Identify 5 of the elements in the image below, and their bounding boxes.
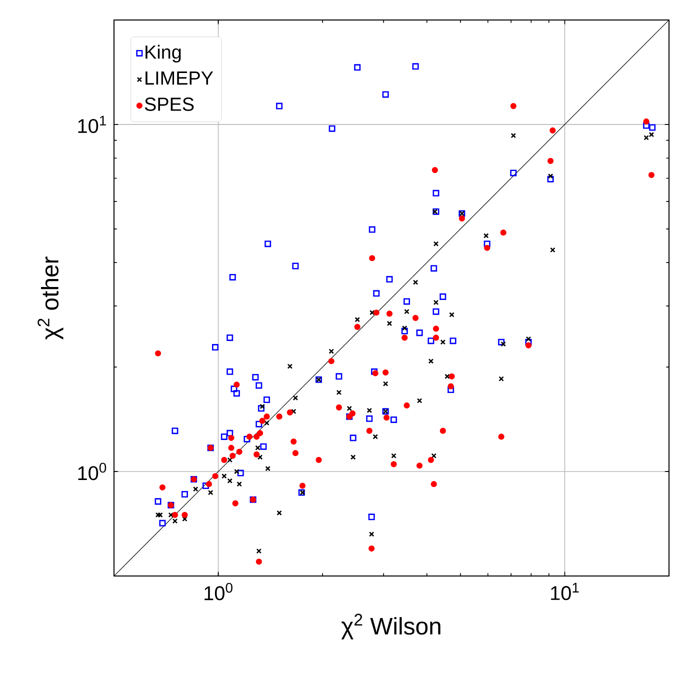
legend-label: SPES [144,98,194,111]
x-axis-title: χ$^{2}$ Wilson [341,614,440,640]
legend-label: LIMEPY [146,72,214,85]
legend-label: King [146,44,181,63]
y-axis-title: χ$^{2}$ other [38,256,64,340]
